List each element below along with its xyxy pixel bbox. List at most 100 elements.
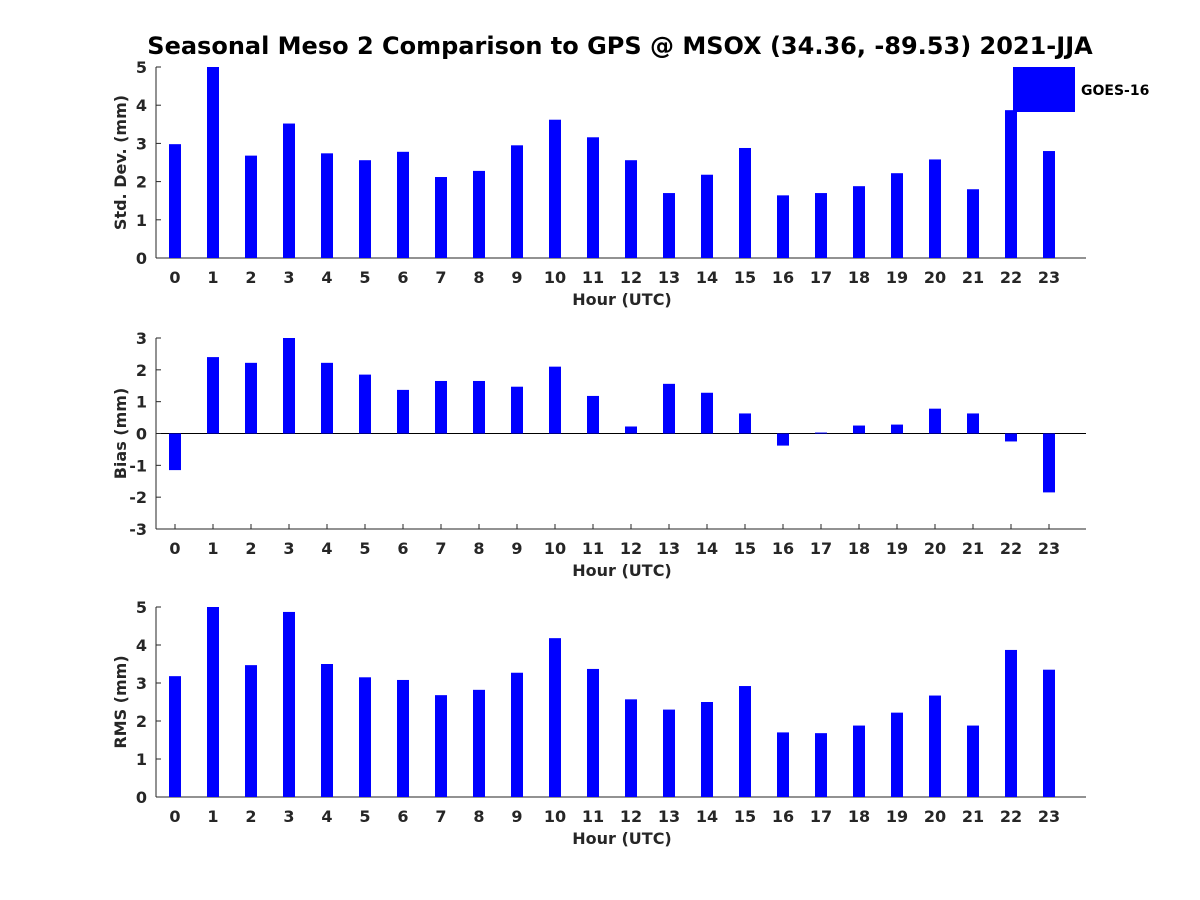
y-tick-label: 4 bbox=[136, 96, 147, 115]
x-tick-label: 22 bbox=[1000, 539, 1022, 558]
y-tick-label: -2 bbox=[129, 488, 147, 507]
bar-hour-14 bbox=[701, 392, 713, 434]
bar-hour-16 bbox=[777, 732, 789, 797]
x-tick-label: 9 bbox=[511, 268, 522, 287]
x-tick-label: 20 bbox=[924, 539, 946, 558]
bar-hour-22 bbox=[1005, 110, 1017, 258]
x-tick-label: 15 bbox=[734, 807, 756, 826]
bar-hour-20 bbox=[929, 695, 941, 797]
x-tick-label: 0 bbox=[169, 539, 180, 558]
bar-hour-10 bbox=[549, 119, 561, 258]
bar-hour-16 bbox=[777, 195, 789, 258]
x-tick-label: 13 bbox=[658, 807, 680, 826]
x-tick-label: 1 bbox=[207, 539, 218, 558]
x-tick-label: 7 bbox=[435, 807, 446, 826]
bar-hour-1 bbox=[207, 607, 219, 797]
x-tick-label: 9 bbox=[511, 807, 522, 826]
bar-hour-0 bbox=[169, 676, 181, 797]
bar-hour-8 bbox=[473, 170, 485, 258]
bar-hour-17 bbox=[815, 432, 827, 434]
x-tick-label: 3 bbox=[283, 268, 294, 287]
y-tick-label: 5 bbox=[136, 58, 147, 77]
bar-hour-11 bbox=[587, 668, 599, 797]
x-tick-label: 22 bbox=[1000, 268, 1022, 287]
x-tick-label: 17 bbox=[810, 268, 832, 287]
y-tick-label: -1 bbox=[129, 456, 147, 475]
bar-hour-5 bbox=[359, 677, 371, 797]
y-tick-label: 2 bbox=[136, 173, 147, 192]
x-tick-label: 19 bbox=[886, 807, 908, 826]
x-tick-label: 2 bbox=[245, 807, 256, 826]
y-tick-label: 3 bbox=[136, 674, 147, 693]
bar-hour-22 bbox=[1005, 649, 1017, 797]
x-tick-label: 15 bbox=[734, 268, 756, 287]
y-tick-label: 2 bbox=[136, 712, 147, 731]
bar-hour-9 bbox=[511, 386, 523, 434]
bar-hour-2 bbox=[245, 362, 257, 434]
bar-hour-8 bbox=[473, 689, 485, 797]
bar-hour-10 bbox=[549, 366, 561, 434]
x-tick-label: 22 bbox=[1000, 807, 1022, 826]
x-tick-label: 21 bbox=[962, 807, 984, 826]
x-tick-label: 13 bbox=[658, 539, 680, 558]
x-tick-label: 11 bbox=[582, 268, 604, 287]
bar-hour-0 bbox=[169, 144, 181, 258]
bar-hour-9 bbox=[511, 672, 523, 797]
x-tick-label: 21 bbox=[962, 539, 984, 558]
y-tick-label: 3 bbox=[136, 134, 147, 153]
x-tick-label: 23 bbox=[1038, 539, 1060, 558]
x-tick-label: 6 bbox=[397, 539, 408, 558]
x-tick-label: 12 bbox=[620, 807, 642, 826]
bar-hour-1 bbox=[207, 357, 219, 434]
x-tick-label: 3 bbox=[283, 539, 294, 558]
x-axis-label: Hour (UTC) bbox=[572, 561, 672, 580]
x-tick-label: 15 bbox=[734, 539, 756, 558]
x-tick-label: 5 bbox=[359, 268, 370, 287]
y-tick-label: 1 bbox=[136, 393, 147, 412]
bar-hour-12 bbox=[625, 160, 637, 258]
bar-hour-6 bbox=[397, 679, 409, 797]
bar-hour-16 bbox=[777, 433, 789, 446]
x-tick-label: 2 bbox=[245, 539, 256, 558]
x-tick-label: 14 bbox=[696, 268, 718, 287]
y-tick-label: 4 bbox=[136, 636, 147, 655]
bar-hour-0 bbox=[169, 433, 181, 471]
legend-swatch bbox=[1013, 67, 1075, 112]
y-tick-label: 3 bbox=[136, 329, 147, 348]
x-tick-label: 20 bbox=[924, 268, 946, 287]
x-tick-label: 3 bbox=[283, 807, 294, 826]
x-axis-label: Hour (UTC) bbox=[572, 829, 672, 848]
x-tick-label: 5 bbox=[359, 807, 370, 826]
x-tick-label: 12 bbox=[620, 268, 642, 287]
x-tick-label: 14 bbox=[696, 539, 718, 558]
y-tick-label: -3 bbox=[129, 520, 147, 539]
bar-hour-9 bbox=[511, 145, 523, 258]
x-tick-label: 11 bbox=[582, 539, 604, 558]
bar-hour-21 bbox=[967, 725, 979, 797]
bar-hour-6 bbox=[397, 151, 409, 258]
bar-hour-7 bbox=[435, 695, 447, 797]
x-tick-label: 6 bbox=[397, 268, 408, 287]
x-tick-label: 4 bbox=[321, 539, 332, 558]
bar-hour-10 bbox=[549, 638, 561, 797]
bar-hour-18 bbox=[853, 725, 865, 797]
x-tick-label: 7 bbox=[435, 268, 446, 287]
x-tick-label: 17 bbox=[810, 807, 832, 826]
bar-hour-23 bbox=[1043, 433, 1055, 493]
x-tick-label: 10 bbox=[544, 268, 566, 287]
bar-hour-13 bbox=[663, 193, 675, 258]
bar-hour-18 bbox=[853, 186, 865, 258]
x-tick-label: 18 bbox=[848, 539, 870, 558]
bar-hour-3 bbox=[283, 338, 295, 434]
bar-hour-18 bbox=[853, 425, 865, 434]
bar-hour-7 bbox=[435, 380, 447, 434]
y-axis-label: Bias (mm) bbox=[111, 388, 130, 480]
bar-hour-5 bbox=[359, 160, 371, 258]
bar-hour-22 bbox=[1005, 433, 1017, 442]
x-tick-label: 1 bbox=[207, 807, 218, 826]
bar-hour-5 bbox=[359, 374, 371, 434]
x-tick-label: 13 bbox=[658, 268, 680, 287]
